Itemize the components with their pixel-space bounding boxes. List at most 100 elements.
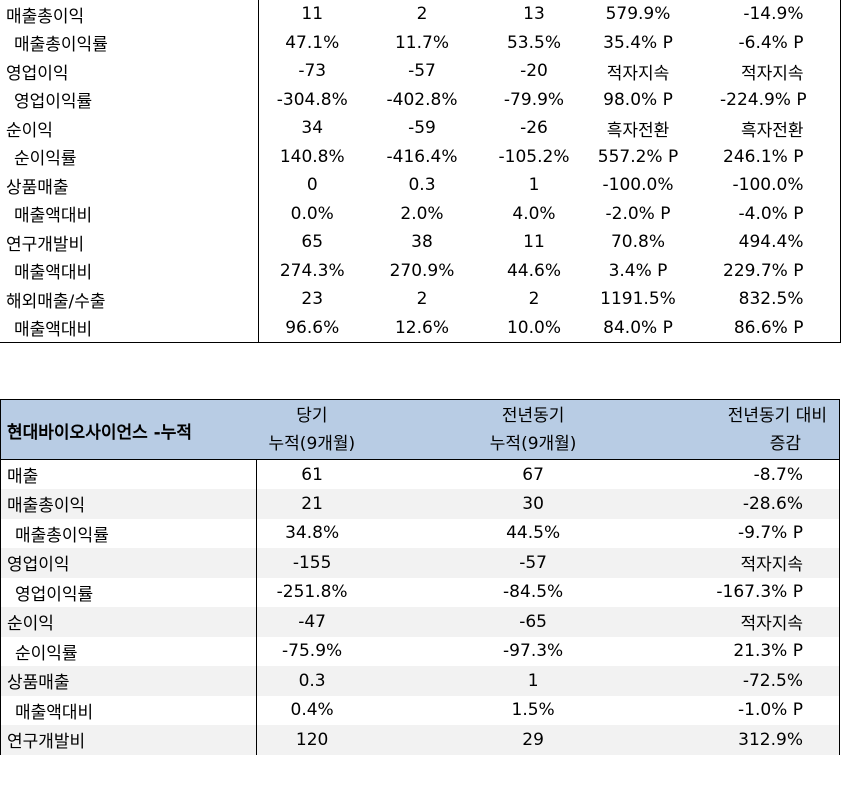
value-cell: 10.0% (478, 313, 590, 342)
row-label: 매출액대비 (0, 695, 258, 725)
value-cell: 0 (258, 171, 366, 200)
row-label: 영업이익률 (0, 85, 259, 114)
row-label: 연구개발비 (0, 725, 258, 755)
table-row: 매출총이익 11 2 13 579.9% -14.9% (0, 0, 840, 29)
value-cell: 11 (478, 228, 590, 257)
value-cell: 274.3% (258, 256, 366, 285)
row-label: 순이익률 (0, 636, 258, 666)
row-label: 상품매출 (0, 666, 258, 696)
value-cell: 832.5% (720, 285, 840, 314)
value-cell: 21 (256, 489, 367, 519)
table-row: 연구개발비 120 29 312.9% (0, 725, 840, 755)
value-cell: 246.1% P (720, 142, 840, 171)
value-cell: -100.0% (590, 171, 720, 200)
table-row: 매출 61 67 -8.7% (0, 459, 840, 489)
value-cell: 11 (258, 0, 366, 29)
header-prior-line1: 전년동기 (501, 405, 565, 426)
value-cell: 적자지속 (720, 57, 840, 86)
value-cell: 140.8% (258, 142, 366, 171)
value-cell: 120 (256, 725, 367, 755)
table-row: 상품매출 0 0.3 1 -100.0% -100.0% (0, 171, 840, 200)
value-cell: 적자지속 (699, 607, 840, 637)
value-cell: 96.6% (258, 313, 366, 342)
table-row: 해외매출/수출 23 2 2 1191.5% 832.5% (0, 285, 840, 314)
quarterly-table: 매출총이익 11 2 13 579.9% -14.9% 매출총이익률 47.1% 11.7% 53… (0, 0, 841, 343)
value-cell: 0.3 (256, 666, 367, 696)
value-cell: 21.3% P (733, 641, 803, 662)
cumulative-table: 현대바이오사이언스 -누적 당기 누적(9개월) 전년동기 누적(9개월) 전년… (0, 399, 840, 755)
value-cell: 70.8% (590, 228, 720, 257)
row-label: 순이익률 (0, 142, 259, 171)
value-cell: 2.0% (366, 199, 478, 228)
value-cell: 29 (366, 725, 700, 755)
value-cell: 229.7% P (720, 256, 840, 285)
value-cell: -75.9% (282, 641, 343, 662)
value-cell: 흑자전환 (590, 114, 720, 143)
value-cell: -20 (478, 57, 590, 86)
value-cell: -9.7% P (738, 523, 803, 544)
value-cell: 30 (366, 489, 700, 519)
value-cell: 44.6% (478, 256, 590, 285)
value-cell: 12.6% (366, 313, 478, 342)
row-label: 매출액대비 (0, 199, 259, 228)
table-row: 매출총이익률 47.1% 11.7% 53.5% 35.4% P -6.4% P (0, 28, 840, 57)
value-cell: 86.6% P (720, 313, 840, 342)
value-cell: -57 (366, 548, 700, 578)
value-cell: 2 (366, 0, 478, 29)
value-cell: 579.9% (590, 0, 720, 29)
value-cell: 11.7% (366, 28, 478, 57)
table-row: 매출액대비 96.6% 12.6% 10.0% 84.0% P 86.6% P (0, 313, 840, 342)
value-cell: -416.4% (366, 142, 478, 171)
value-cell: -14.9% (720, 0, 840, 29)
table-row: 매출총이익률 34.8% 44.5% -9.7% P (0, 518, 840, 548)
header-current-cumulative: 당기 누적(9개월) (256, 399, 367, 460)
header-prior-line2: 누적(9개월) (489, 433, 577, 454)
value-cell: -2.0% P (590, 199, 720, 228)
value-cell: -6.4% P (720, 28, 840, 57)
value-cell: 65 (258, 228, 366, 257)
table-row: 순이익 34 -59 -26 흑자전환 흑자전환 (0, 114, 840, 143)
header-current-line2: 누적(9개월) (268, 433, 356, 454)
value-cell: 35.4% P (590, 28, 720, 57)
table-row: 매출총이익 21 30 -28.6% (0, 489, 840, 519)
value-cell: -65 (366, 607, 700, 637)
value-cell: 2 (366, 285, 478, 314)
value-cell: -57 (366, 57, 478, 86)
row-label: 매출총이익률 (0, 518, 258, 548)
value-cell: 312.9% (699, 725, 840, 755)
header-yoy-change: 전년동기 대비 증감 (699, 399, 840, 460)
value-cell: -72.5% (699, 666, 840, 696)
value-cell: -105.2% (478, 142, 590, 171)
quarterly-table-body: 매출총이익 11 2 13 579.9% -14.9% 매출총이익률 47.1% 11.7% 53… (0, 0, 840, 342)
header-yoy-line1: 전년동기 대비 (727, 405, 827, 426)
value-cell: 1.5% (511, 700, 555, 721)
header-yoy-line2: 증감 (769, 433, 801, 454)
value-cell: -100.0% (720, 171, 840, 200)
value-cell: 61 (301, 464, 323, 485)
header-prior-cumulative: 전년동기 누적(9개월) (366, 399, 700, 460)
table-row: 영업이익률 -304.8% -402.8% -79.9% 98.0% P -224.9% … (0, 85, 840, 114)
value-cell: -224.9% P (720, 85, 840, 114)
row-label: 영업이익 (0, 57, 259, 86)
row-label: 매출총이익 (0, 489, 258, 519)
header-current-line1: 당기 (296, 405, 328, 426)
value-cell: -402.8% (366, 85, 478, 114)
row-label: 매출액대비 (0, 256, 259, 285)
value-cell: -155 (256, 548, 367, 578)
value-cell: 53.5% (478, 28, 590, 57)
table-row: 매출액대비 274.3% 270.9% 44.6% 3.4% P 229.7% P (0, 256, 840, 285)
cumulative-header-row: 현대바이오사이언스 -누적 당기 누적(9개월) 전년동기 누적(9개월) 전년… (0, 399, 840, 460)
value-cell: 44.5% (506, 523, 561, 544)
value-cell: -28.6% (699, 489, 840, 519)
value-cell: 2 (478, 285, 590, 314)
value-cell: -84.5% (503, 582, 564, 603)
value-cell: 3.4% P (590, 256, 720, 285)
value-cell: 적자지속 (590, 57, 720, 86)
row-label: 순이익 (0, 114, 259, 143)
value-cell: -97.3% (503, 641, 564, 662)
value-cell: -79.9% (478, 85, 590, 114)
value-cell: 1191.5% (590, 285, 720, 314)
row-label: 매출총이익률 (0, 28, 259, 57)
value-cell: 0.3 (366, 171, 478, 200)
